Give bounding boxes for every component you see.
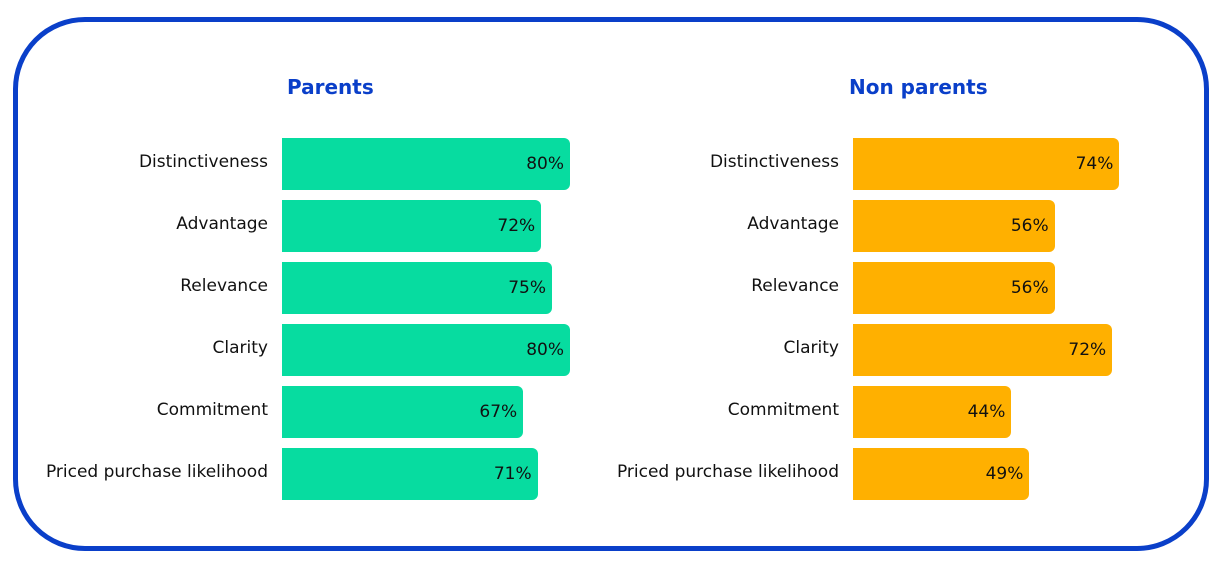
bar-value-label: 75%	[508, 278, 546, 298]
category-label: Advantage	[747, 214, 839, 234]
category-label: Distinctiveness	[709, 152, 839, 172]
bar	[853, 324, 1113, 376]
bar-value-label: 80%	[526, 154, 564, 174]
bar-value-label: 74%	[1075, 154, 1114, 174]
category-label: Advantage	[176, 214, 268, 234]
bar	[853, 386, 1012, 438]
panel-title: Non parents	[849, 75, 988, 99]
bar	[853, 262, 1055, 314]
bar	[282, 324, 570, 376]
bar	[853, 448, 1030, 500]
bar-value-label: 72%	[1068, 340, 1107, 360]
category-label: Commitment	[156, 400, 268, 420]
bar	[282, 448, 538, 500]
category-label: Priced purchase likelihood	[45, 462, 268, 482]
bar	[282, 262, 552, 314]
bar-value-label: 56%	[1010, 278, 1049, 298]
category-label: Relevance	[751, 276, 839, 296]
bar	[853, 200, 1055, 252]
bar-value-label: 44%	[967, 402, 1006, 422]
category-label: Priced purchase likelihood	[616, 462, 839, 482]
bar	[282, 138, 570, 190]
category-label: Clarity	[783, 338, 839, 358]
bar-value-label: 71%	[493, 464, 532, 484]
category-label: Distinctiveness	[138, 152, 268, 172]
panel-title: Parents	[287, 75, 374, 99]
bar-value-label: 67%	[479, 402, 518, 422]
bar-value-label: 49%	[985, 464, 1024, 484]
bar	[282, 386, 524, 438]
bar-value-label: 56%	[1010, 216, 1049, 236]
category-label: Clarity	[212, 338, 268, 358]
chart-frame	[13, 17, 1209, 551]
bar	[282, 200, 542, 252]
category-label: Commitment	[727, 400, 839, 420]
bar-value-label: 72%	[497, 216, 536, 236]
bar-value-label: 80%	[526, 340, 564, 360]
category-label: Relevance	[180, 276, 268, 296]
bar	[853, 138, 1120, 190]
